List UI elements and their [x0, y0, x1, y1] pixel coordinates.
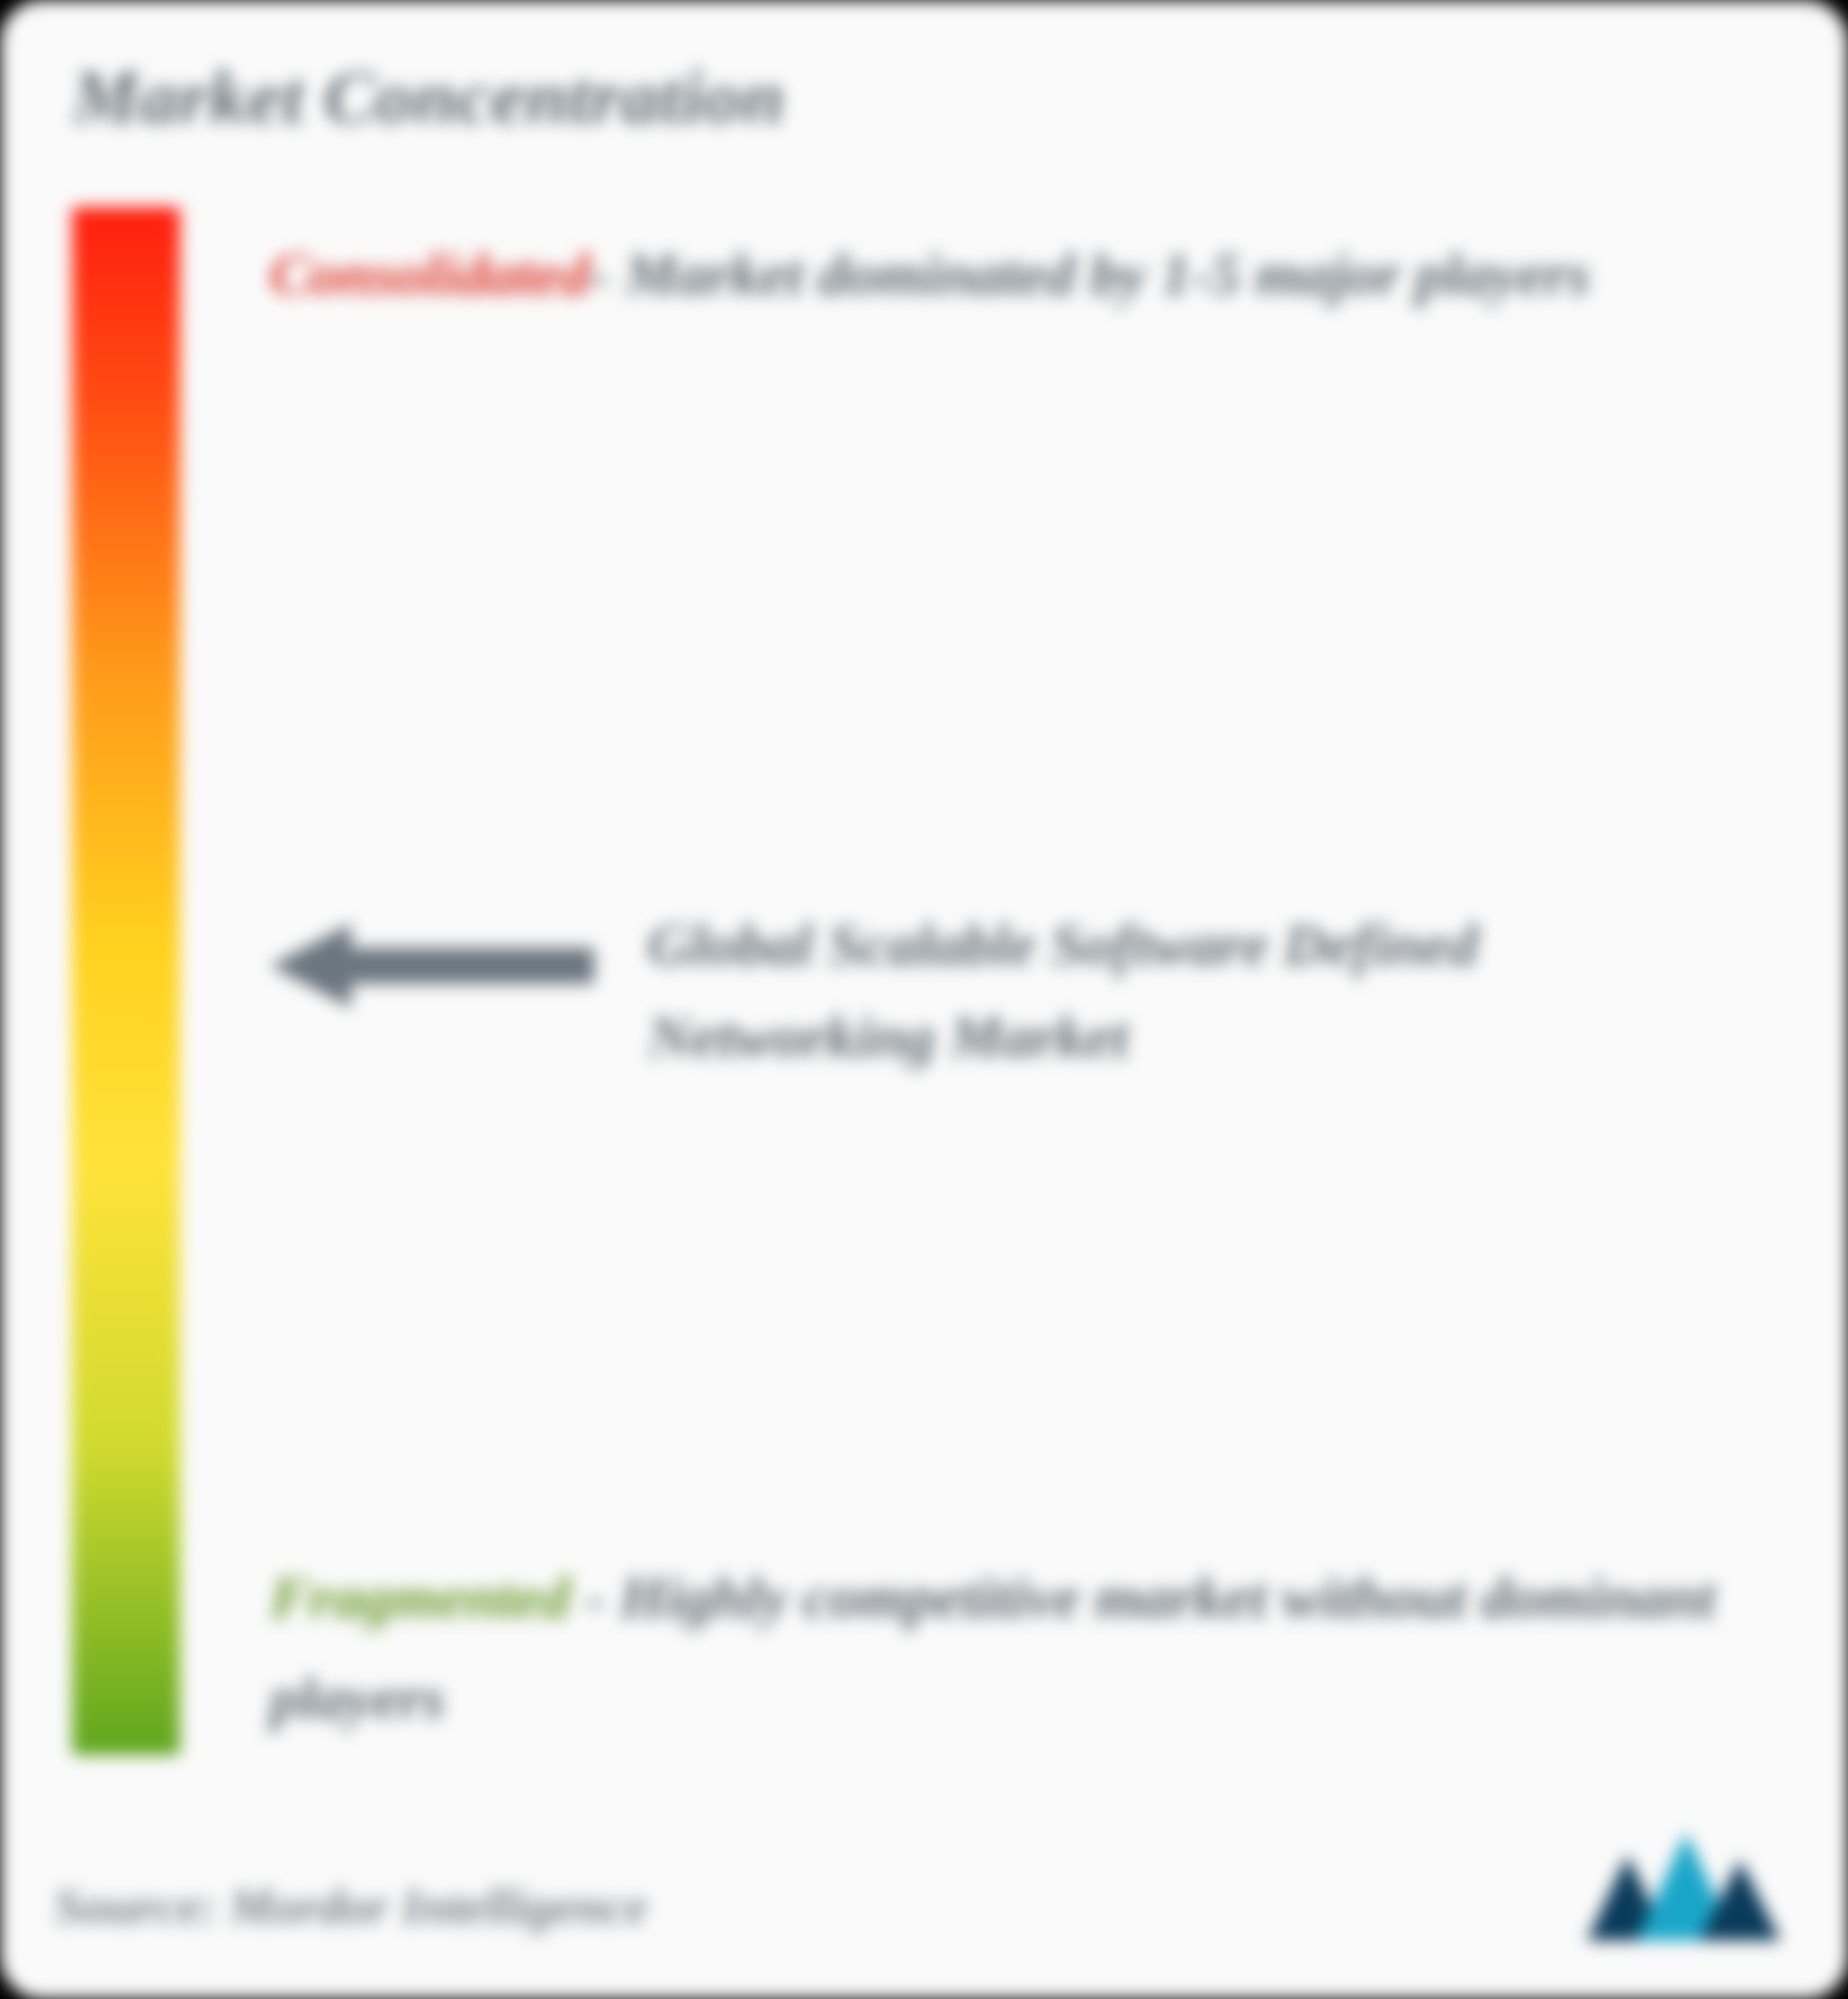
source-attribution: Source: Mordor Intelligence: [54, 1878, 648, 1936]
logo-shapes: [1587, 1832, 1780, 1940]
fragmented-lead: Fragmented: [270, 1565, 571, 1631]
mordor-logo-icon: [1587, 1832, 1785, 1949]
consolidated-lead: Consolidated: [270, 242, 590, 308]
arrow-left-icon: [270, 916, 594, 1015]
consolidated-label: Consolidated- Market dominated by 1-5 ma…: [270, 225, 1767, 326]
fragmented-label: Fragmented - Highly competitive market w…: [270, 1548, 1767, 1750]
consolidated-rest: - Market dominated by 1-5 major players: [590, 242, 1591, 308]
market-pointer: Global Scalable Software Defined Network…: [270, 900, 1767, 1085]
card-title: Market Concentration: [72, 54, 785, 141]
market-concentration-card: Market Concentration Consolidated- Marke…: [0, 0, 1848, 1999]
market-pointer-label: Global Scalable Software Defined Network…: [648, 900, 1767, 1085]
arrow-shape: [270, 923, 594, 1008]
concentration-gradient-bar: [72, 207, 180, 1755]
